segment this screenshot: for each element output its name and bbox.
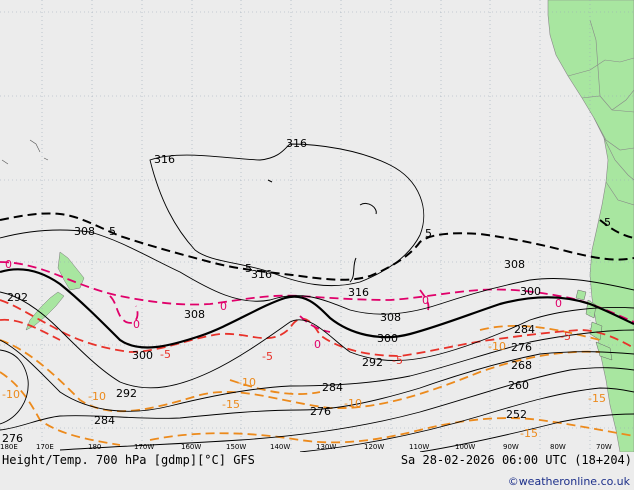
temp-label-zero: 0 [133,318,140,331]
lon-tick: 80W [550,443,566,451]
height-label: 292 [362,356,383,369]
temp-label-minus10: -10 [2,388,20,401]
temperature-labels: 5 5 5 5 0 0 0 0 0 0 -5 -5 -5 -5 -10 -10 … [2,216,611,440]
height-label: 308 [184,308,205,321]
temp-label-plus5: 5 [604,216,611,229]
map-title: Height/Temp. 700 hPa [gdmp][°C] GFS [2,453,255,467]
height-label: 300 [377,332,398,345]
temp-label-plus5: 5 [425,227,432,240]
south-america-land [547,0,634,452]
lon-tick: 140W [270,443,290,451]
lon-tick: 90W [503,443,519,451]
temp-label-plus5: 5 [109,225,116,238]
contour-292 [0,291,634,389]
contour-260 [299,387,634,452]
contour-308 [0,229,634,315]
height-label: 308 [380,311,401,324]
isotherm-plus5 [0,212,634,281]
longitude-ticks: 180E 170E 180 170W 160W 150W 140W 130W 1… [0,443,612,451]
contour-316-closed [149,143,425,287]
temp-label-zero: 0 [555,297,562,310]
map-canvas: 316 316 316 316 308 308 308 308 300 300 … [0,0,634,452]
height-label: 284 [94,414,115,427]
contour-276 [0,351,634,431]
lon-tick: 100W [455,443,475,451]
temp-label-minus5: -5 [160,348,171,361]
temp-label-minus15: -15 [520,427,538,440]
height-labels: 316 316 316 316 308 308 308 308 300 300 … [2,137,541,445]
height-label: 276 [2,432,23,445]
height-contours [0,143,634,452]
ocean-background [0,0,634,452]
lon-tick: 150W [226,443,246,451]
height-label: 292 [7,291,28,304]
contour-252 [419,413,634,452]
lon-tick: 180 [88,443,101,451]
forecast-datetime: Sa 28-02-2026 06:00 UTC (18+204) [400,453,632,467]
contour-284 [0,329,634,412]
lon-tick: 130W [316,443,336,451]
temp-label-minus5: -5 [262,350,273,363]
temp-label-minus15: -15 [588,392,606,405]
height-label: 252 [506,408,527,421]
lat-lon-grid [0,0,634,452]
height-label: 284 [322,381,343,394]
temp-label-minus10: -10 [488,340,506,353]
temp-label-minus10: -10 [88,390,106,403]
height-label: 260 [508,379,529,392]
country-borders [567,19,634,206]
temp-label-zero: 0 [5,258,12,271]
temp-label-minus5: -5 [560,330,571,343]
map-footer: Height/Temp. 700 hPa [gdmp][°C] GFS Sa 2… [0,452,634,490]
contour-268 [59,367,634,451]
lon-tick: 120W [364,443,384,451]
lon-tick: 180E [0,443,18,451]
temp-label-zero: 0 [220,300,227,313]
height-label: 268 [511,359,532,372]
coast-islands-outline [267,179,377,283]
height-label: 300 [520,285,541,298]
height-label: 284 [514,323,535,336]
temp-label-minus15: -15 [222,398,240,411]
pacific-islands [1,139,49,165]
height-label: 308 [74,225,95,238]
temp-label-plus5: 5 [245,262,252,275]
lon-tick: 170E [36,443,54,451]
new-zealand-land [25,251,85,331]
height-label: 316 [348,286,369,299]
height-label: 276 [511,341,532,354]
height-label: 308 [504,258,525,271]
lon-tick: 170W [134,443,154,451]
temp-label-minus10: -10 [344,397,362,410]
lon-tick: 70W [596,443,612,451]
height-label: 316 [251,268,272,281]
temp-label-minus10: -10 [238,376,256,389]
contour-300 [0,268,634,349]
temp-label-minus5: -5 [392,354,403,367]
height-label: 300 [132,349,153,362]
height-label: 316 [154,153,175,166]
lon-tick: 160W [181,443,201,451]
isotherm-minus5 [0,299,634,357]
credit-link[interactable]: ©weatheronline.co.uk [507,475,630,488]
temp-label-zero: 0 [314,338,321,351]
contour-276-west [0,349,29,425]
lon-tick: 110W [409,443,429,451]
height-label: 276 [310,405,331,418]
height-label: 316 [286,137,307,150]
height-label: 292 [116,387,137,400]
temp-label-zero: 0 [422,294,429,307]
